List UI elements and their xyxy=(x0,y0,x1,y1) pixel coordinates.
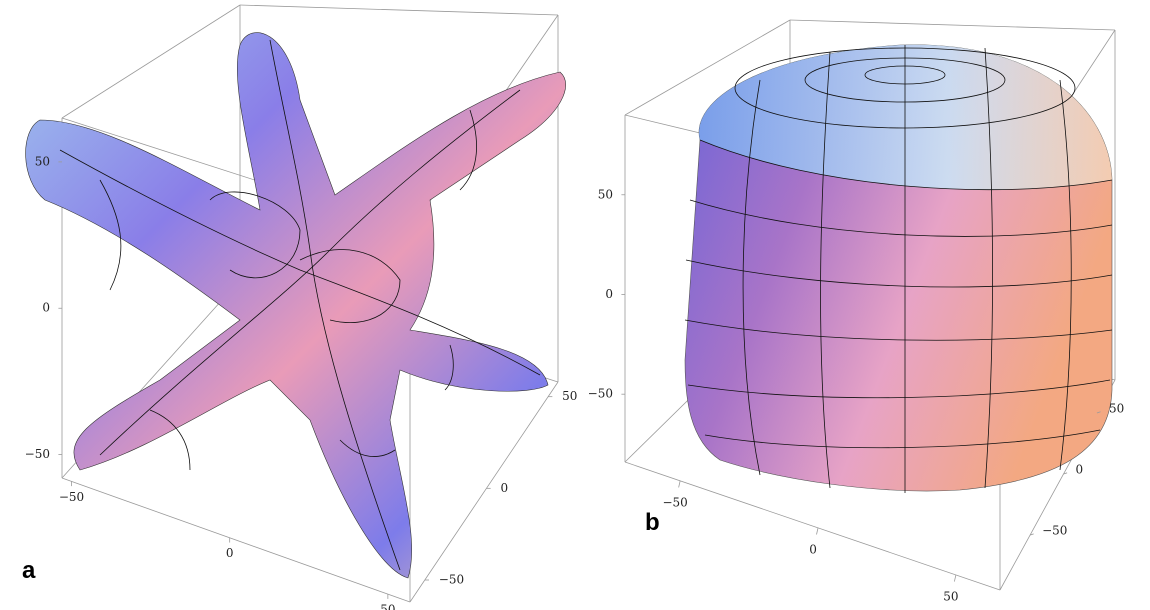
tick-mark xyxy=(1063,472,1068,475)
tick-label: 50 xyxy=(1109,401,1124,415)
tick-label: −50 xyxy=(662,495,687,509)
tick-mark xyxy=(1096,411,1101,414)
panel-label: a xyxy=(22,557,36,584)
tick-label: 50 xyxy=(380,603,395,610)
tick-mark xyxy=(1029,533,1034,536)
box-edge xyxy=(409,381,559,603)
tick-mark xyxy=(678,480,681,488)
surface-top xyxy=(699,44,1112,190)
tick-label: −50 xyxy=(25,447,50,461)
tick-label: −50 xyxy=(588,387,613,401)
surface-mesh xyxy=(59,39,541,571)
box-edge xyxy=(624,461,1001,591)
tick-label: 50 xyxy=(943,589,958,603)
box-edge xyxy=(239,4,559,16)
tick-label: 0 xyxy=(226,546,234,560)
tick-label: −50 xyxy=(1042,524,1067,538)
tick-label: −50 xyxy=(439,573,464,587)
box-edge xyxy=(789,19,1116,31)
tick-label: −50 xyxy=(59,490,84,504)
tick-label: 0 xyxy=(42,301,50,315)
tick-mark xyxy=(816,527,819,535)
tick-label: 0 xyxy=(809,542,817,556)
box-edge xyxy=(61,477,411,603)
panel-label: b xyxy=(645,509,660,536)
tick-label: 0 xyxy=(1076,463,1084,477)
tick-label: 50 xyxy=(35,154,50,168)
tick-label: 50 xyxy=(562,389,577,403)
tick-label: 0 xyxy=(605,287,613,301)
tick-mark xyxy=(953,574,957,582)
tick-label: 0 xyxy=(500,481,508,495)
surface-mesh xyxy=(684,45,1113,493)
box-edge xyxy=(61,4,241,119)
tick-label: 50 xyxy=(598,187,613,201)
box-edge xyxy=(624,19,791,116)
surface xyxy=(25,32,566,579)
